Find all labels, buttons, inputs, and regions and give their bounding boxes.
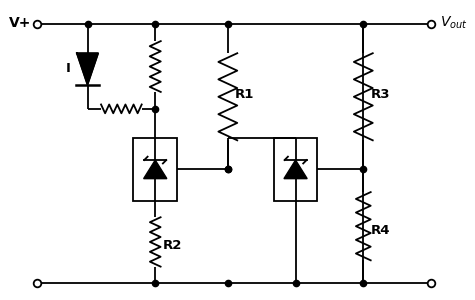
Polygon shape: [284, 160, 307, 178]
Polygon shape: [77, 53, 98, 85]
Text: R4: R4: [370, 224, 390, 237]
Text: V+: V+: [9, 16, 31, 30]
Text: I: I: [66, 62, 71, 76]
Text: R2: R2: [162, 239, 182, 252]
Bar: [274, 138, 317, 201]
Text: R1: R1: [235, 88, 255, 101]
Text: R3: R3: [370, 88, 390, 101]
Text: $V_{out}$: $V_{out}$: [440, 15, 467, 31]
Bar: [133, 138, 177, 201]
Polygon shape: [143, 160, 167, 178]
